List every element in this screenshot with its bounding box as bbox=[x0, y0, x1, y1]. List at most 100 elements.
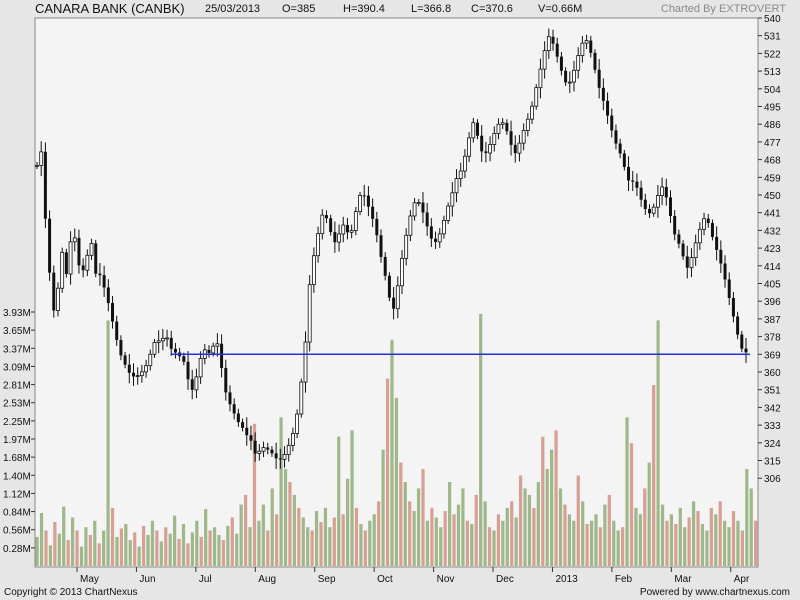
quote-volume: V=0.66M bbox=[538, 3, 583, 15]
candle-body bbox=[135, 375, 140, 378]
volume-bar bbox=[363, 530, 367, 566]
volume-bar bbox=[239, 504, 243, 566]
volume-bar bbox=[115, 536, 119, 566]
volume-bar bbox=[589, 520, 594, 566]
candle-body bbox=[123, 355, 127, 365]
candle-body bbox=[160, 337, 165, 342]
volume-bar bbox=[634, 507, 638, 566]
candle-body bbox=[211, 345, 216, 354]
volume-bar bbox=[235, 533, 239, 566]
candle-body bbox=[232, 404, 236, 414]
candle-body bbox=[299, 381, 304, 415]
price-tick-label: 441 bbox=[764, 209, 781, 220]
candle-body bbox=[614, 130, 618, 144]
volume-tick-label: 0.84M bbox=[3, 508, 31, 519]
month-label: Nov bbox=[437, 574, 455, 585]
quote-date: 25/03/2013 bbox=[205, 3, 261, 15]
candle-body bbox=[639, 187, 643, 200]
volume-bar bbox=[652, 385, 656, 566]
candle-body bbox=[345, 225, 349, 233]
candle-body bbox=[106, 287, 110, 304]
candle-body bbox=[484, 151, 488, 154]
volume-bar bbox=[106, 320, 110, 566]
volume-bar bbox=[723, 520, 727, 566]
candle-body bbox=[220, 343, 224, 368]
month-label: Mar bbox=[674, 574, 692, 585]
candle-body bbox=[454, 178, 459, 194]
volume-bar bbox=[310, 530, 314, 566]
candle-body bbox=[731, 297, 735, 317]
candle-body bbox=[379, 235, 383, 257]
volume-bar bbox=[532, 507, 536, 566]
candle-body bbox=[463, 155, 467, 172]
volume-bar bbox=[625, 417, 629, 566]
candle-body bbox=[52, 272, 56, 311]
volume-bar bbox=[581, 501, 585, 566]
candle-body bbox=[668, 197, 672, 216]
month-label: Sep bbox=[318, 574, 336, 585]
volume-bar bbox=[159, 541, 163, 566]
powered-by-link[interactable]: Powered by www.chartnexus.com bbox=[639, 587, 790, 598]
volume-bar bbox=[177, 538, 181, 566]
candle-body bbox=[94, 243, 98, 274]
volume-bar bbox=[456, 504, 461, 566]
candle-body bbox=[471, 122, 476, 139]
candle-body bbox=[68, 241, 73, 275]
candle-body bbox=[521, 130, 526, 144]
quote-close: C=370.6 bbox=[471, 3, 513, 15]
volume-bar bbox=[243, 494, 248, 566]
volume-bar bbox=[190, 532, 194, 566]
volume-bar bbox=[257, 520, 261, 566]
candle-body bbox=[48, 218, 52, 273]
candle-body bbox=[131, 372, 135, 377]
volume-bar bbox=[439, 527, 443, 566]
volume-bar bbox=[612, 520, 616, 566]
volume-bar bbox=[102, 530, 106, 566]
volume-bar bbox=[403, 481, 407, 566]
candle-body bbox=[383, 256, 387, 276]
price-tick-label: 405 bbox=[764, 280, 781, 291]
candle-body bbox=[496, 123, 501, 134]
candle-body bbox=[627, 166, 631, 181]
volume-bar bbox=[199, 536, 203, 566]
volume-bar bbox=[674, 523, 678, 566]
price-tick-label: 333 bbox=[764, 421, 781, 432]
month-label: Aug bbox=[258, 574, 276, 585]
volume-bar bbox=[740, 530, 744, 566]
volume-bar bbox=[350, 430, 354, 566]
volume-bar bbox=[212, 527, 217, 566]
volume-bar bbox=[616, 530, 620, 566]
candle-body bbox=[127, 364, 131, 373]
candle-body bbox=[593, 52, 597, 70]
candle-body bbox=[673, 215, 677, 235]
chart-footer: Copyright © 2013 ChartNexus Powered by w… bbox=[0, 586, 800, 600]
volume-bar bbox=[430, 507, 434, 566]
volume-bar bbox=[173, 515, 177, 566]
candle-body bbox=[316, 233, 320, 257]
candle-body bbox=[253, 440, 257, 454]
candle-body bbox=[56, 287, 60, 311]
volume-tick-label: 3.37M bbox=[3, 344, 31, 355]
candle-body bbox=[102, 275, 106, 288]
volume-bar bbox=[629, 443, 634, 566]
volume-bar bbox=[470, 523, 474, 566]
candle-body bbox=[236, 413, 240, 423]
candle-body bbox=[257, 450, 262, 454]
price-tick-label: 504 bbox=[764, 85, 781, 96]
volume-bar bbox=[718, 501, 722, 566]
volume-bar bbox=[510, 501, 514, 566]
candle-body bbox=[702, 218, 706, 230]
volume-bar bbox=[150, 520, 155, 566]
candle-body bbox=[349, 230, 354, 233]
candle-body bbox=[467, 137, 472, 157]
volume-bar bbox=[452, 514, 456, 566]
candle-body bbox=[492, 133, 497, 145]
candle-body bbox=[723, 263, 727, 280]
candle-body bbox=[631, 180, 635, 182]
volume-bar bbox=[536, 481, 540, 566]
volume-bar bbox=[270, 488, 274, 566]
volume-bar bbox=[186, 543, 190, 566]
chart-header: CANARA BANK (CANBK) 25/03/2013 O=385 H=3… bbox=[0, 0, 800, 18]
volume-bar bbox=[696, 511, 700, 566]
volume-bar bbox=[283, 469, 288, 566]
